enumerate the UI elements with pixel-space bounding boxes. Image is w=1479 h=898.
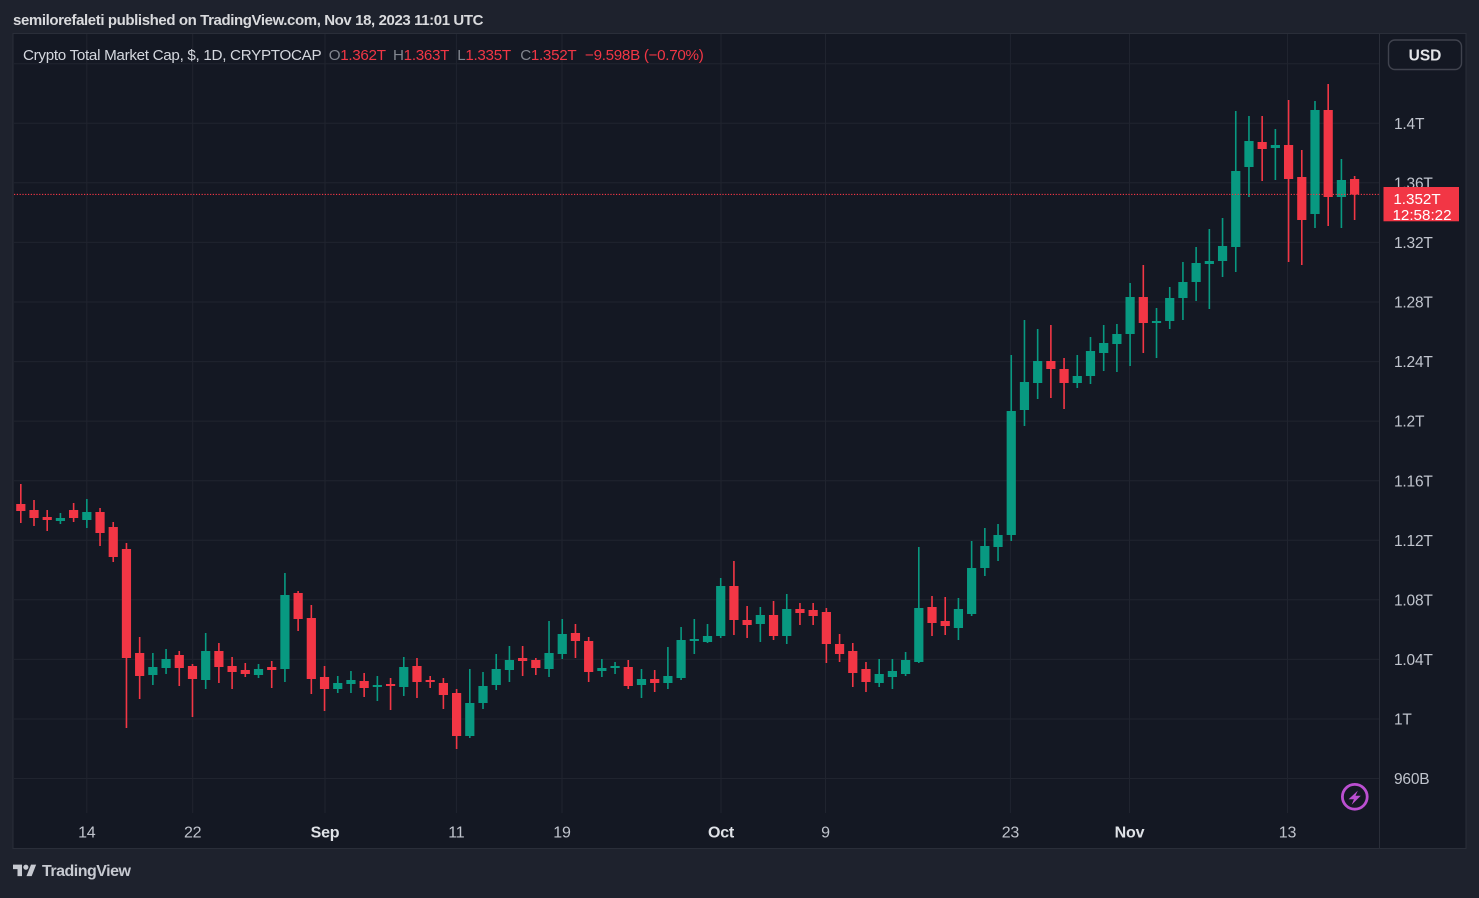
svg-text:semilorefaleti published on Tr: semilorefaleti published on TradingView.…	[13, 12, 484, 29]
svg-text:14: 14	[78, 825, 96, 842]
svg-text:1.2T: 1.2T	[1394, 414, 1425, 431]
svg-text:19: 19	[553, 825, 571, 842]
svg-text:1.4T: 1.4T	[1394, 116, 1425, 133]
svg-text:1.12T: 1.12T	[1394, 533, 1433, 550]
svg-text:1.32T: 1.32T	[1394, 235, 1433, 252]
svg-text:1.28T: 1.28T	[1394, 295, 1433, 312]
svg-text:1.08T: 1.08T	[1394, 593, 1433, 610]
svg-text:1T: 1T	[1394, 712, 1412, 729]
svg-text:USD: USD	[1409, 48, 1442, 65]
svg-text:Crypto Total Market Cap, $, 1D: Crypto Total Market Cap, $, 1D, CRYPTOCA…	[23, 47, 704, 64]
svg-text:13: 13	[1279, 825, 1297, 842]
svg-text:9: 9	[821, 825, 830, 842]
svg-text:Sep: Sep	[311, 825, 340, 842]
svg-text:Oct: Oct	[708, 825, 735, 842]
svg-text:1.352T: 1.352T	[1393, 191, 1440, 208]
svg-text:22: 22	[184, 825, 202, 842]
svg-text:960B: 960B	[1394, 771, 1429, 788]
svg-text:1.04T: 1.04T	[1394, 652, 1433, 669]
svg-text:Nov: Nov	[1115, 825, 1145, 842]
svg-text:1.16T: 1.16T	[1394, 473, 1433, 490]
svg-text:1.24T: 1.24T	[1394, 354, 1433, 371]
svg-text:12:58:22: 12:58:22	[1392, 207, 1451, 224]
svg-text:11: 11	[448, 825, 465, 842]
svg-text:23: 23	[1002, 825, 1020, 842]
svg-text:TradingView: TradingView	[42, 863, 132, 880]
